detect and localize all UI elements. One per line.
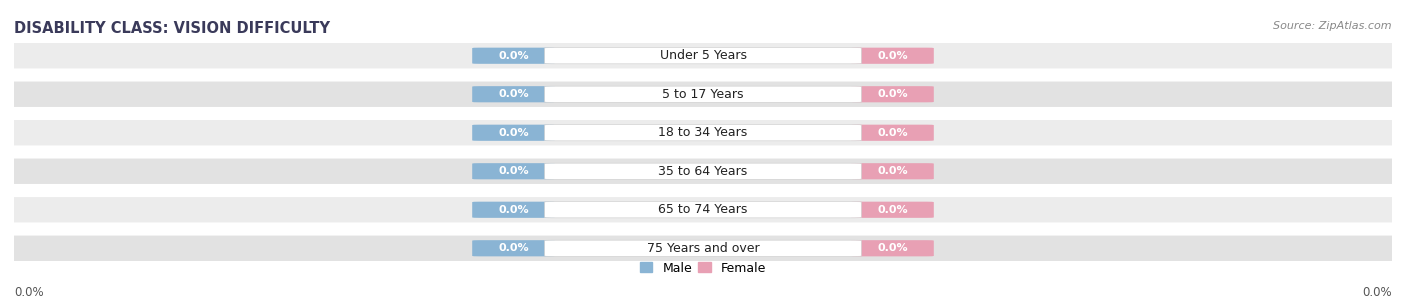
FancyBboxPatch shape bbox=[472, 163, 555, 179]
Text: 0.0%: 0.0% bbox=[877, 89, 908, 99]
Text: 0.0%: 0.0% bbox=[498, 166, 529, 176]
Text: 0.0%: 0.0% bbox=[877, 166, 908, 176]
FancyBboxPatch shape bbox=[0, 43, 1406, 68]
Text: 0.0%: 0.0% bbox=[498, 51, 529, 61]
FancyBboxPatch shape bbox=[851, 163, 934, 179]
FancyBboxPatch shape bbox=[851, 240, 934, 256]
FancyBboxPatch shape bbox=[544, 125, 862, 141]
Text: 0.0%: 0.0% bbox=[877, 128, 908, 138]
FancyBboxPatch shape bbox=[851, 86, 934, 102]
Text: 0.0%: 0.0% bbox=[498, 128, 529, 138]
FancyBboxPatch shape bbox=[472, 125, 555, 141]
FancyBboxPatch shape bbox=[544, 202, 862, 218]
FancyBboxPatch shape bbox=[544, 240, 862, 256]
FancyBboxPatch shape bbox=[472, 48, 555, 64]
FancyBboxPatch shape bbox=[0, 197, 1406, 223]
Text: 75 Years and over: 75 Years and over bbox=[647, 242, 759, 255]
Text: 35 to 64 Years: 35 to 64 Years bbox=[658, 165, 748, 178]
Text: 0.0%: 0.0% bbox=[498, 205, 529, 215]
Text: 0.0%: 0.0% bbox=[498, 243, 529, 253]
FancyBboxPatch shape bbox=[544, 86, 862, 102]
FancyBboxPatch shape bbox=[544, 48, 862, 64]
Text: Under 5 Years: Under 5 Years bbox=[659, 49, 747, 62]
Text: 0.0%: 0.0% bbox=[498, 89, 529, 99]
Text: 0.0%: 0.0% bbox=[1362, 286, 1392, 299]
Legend: Male, Female: Male, Female bbox=[636, 257, 770, 280]
Text: 0.0%: 0.0% bbox=[14, 286, 44, 299]
FancyBboxPatch shape bbox=[851, 125, 934, 141]
FancyBboxPatch shape bbox=[851, 48, 934, 64]
Text: 18 to 34 Years: 18 to 34 Years bbox=[658, 126, 748, 139]
FancyBboxPatch shape bbox=[544, 163, 862, 179]
FancyBboxPatch shape bbox=[0, 159, 1406, 184]
Text: 0.0%: 0.0% bbox=[877, 51, 908, 61]
FancyBboxPatch shape bbox=[0, 81, 1406, 107]
FancyBboxPatch shape bbox=[0, 236, 1406, 261]
Text: 5 to 17 Years: 5 to 17 Years bbox=[662, 88, 744, 101]
Text: 0.0%: 0.0% bbox=[877, 243, 908, 253]
FancyBboxPatch shape bbox=[0, 120, 1406, 145]
Text: 65 to 74 Years: 65 to 74 Years bbox=[658, 203, 748, 216]
FancyBboxPatch shape bbox=[851, 202, 934, 218]
Text: DISABILITY CLASS: VISION DIFFICULTY: DISABILITY CLASS: VISION DIFFICULTY bbox=[14, 21, 330, 36]
Text: Source: ZipAtlas.com: Source: ZipAtlas.com bbox=[1274, 21, 1392, 31]
FancyBboxPatch shape bbox=[472, 86, 555, 102]
FancyBboxPatch shape bbox=[472, 202, 555, 218]
Text: 0.0%: 0.0% bbox=[877, 205, 908, 215]
FancyBboxPatch shape bbox=[472, 240, 555, 256]
